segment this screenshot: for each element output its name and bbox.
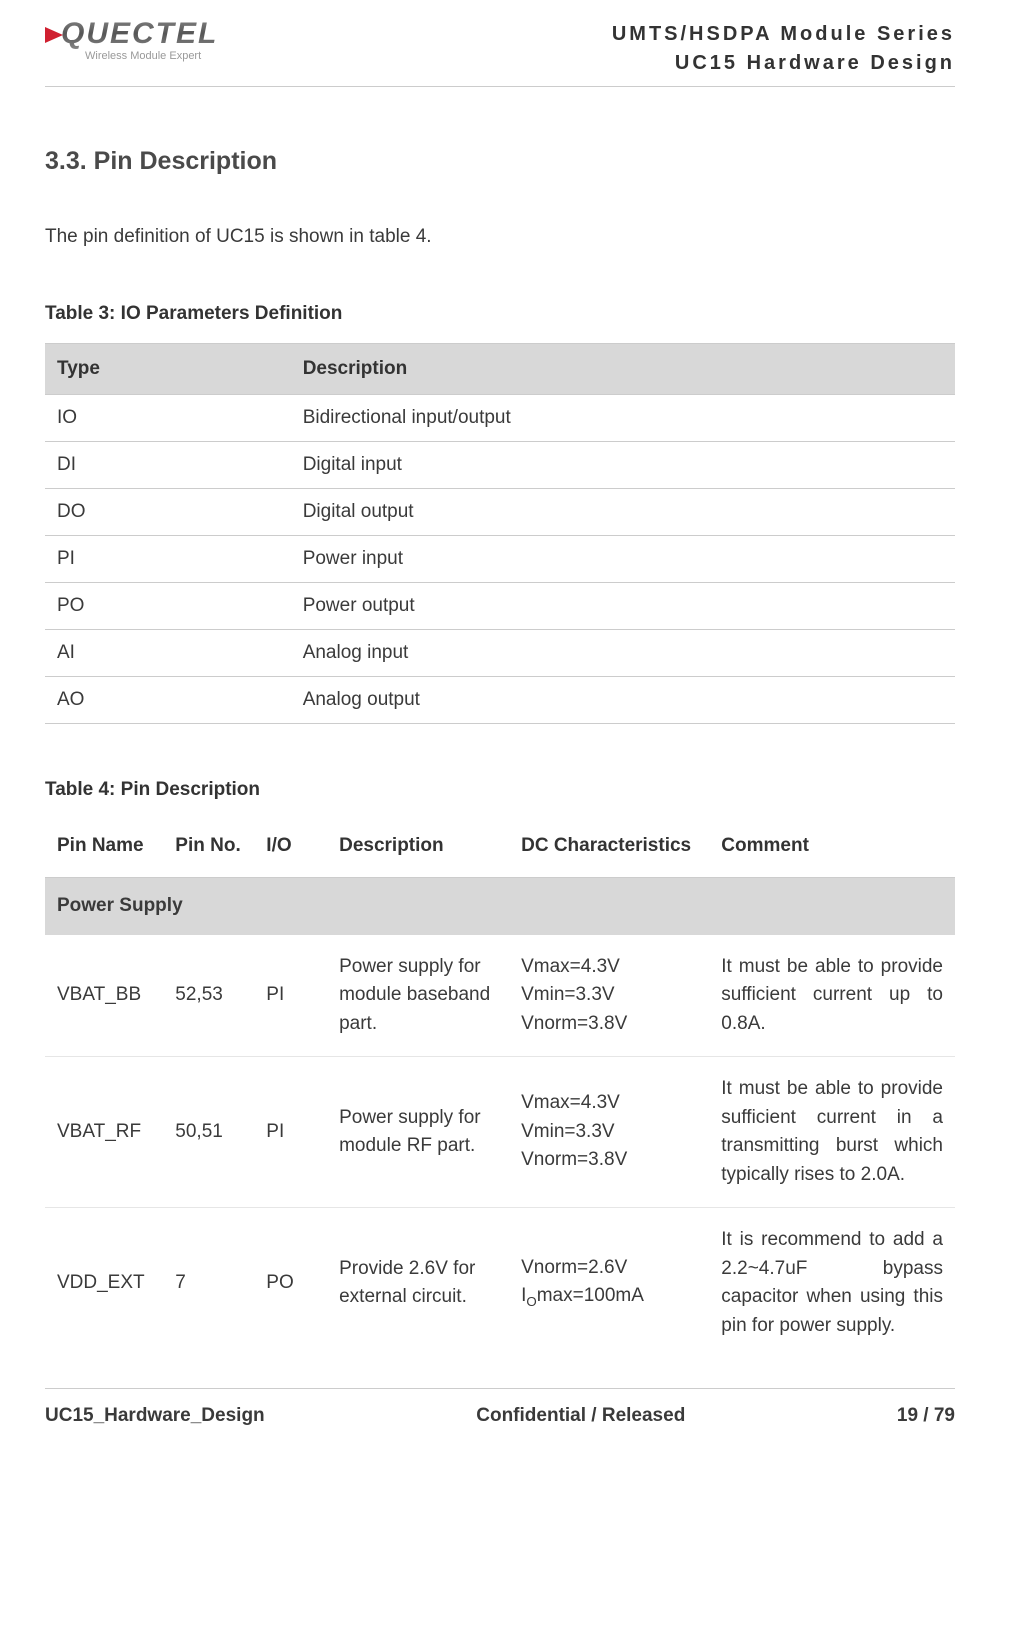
table4-col-pinname: Pin Name xyxy=(45,819,163,878)
section-heading: 3.3. Pin Description xyxy=(45,147,955,176)
table-cell: Digital input xyxy=(291,442,955,489)
table-cell: VBAT_RF xyxy=(45,1057,163,1208)
table-cell: Analog output xyxy=(291,677,955,724)
table-row: DIDigital input xyxy=(45,442,955,489)
table-cell: Power input xyxy=(291,536,955,583)
table-cell: Vmax=4.3VVmin=3.3VVnorm=3.8V xyxy=(509,1057,709,1208)
table-pin-description: Power Supply Pin Name Pin No. I/O Descri… xyxy=(45,819,955,1358)
header-line-2: UC15 Hardware Design xyxy=(612,49,955,78)
page-footer: UC15_Hardware_Design Confidential / Rele… xyxy=(45,1388,955,1427)
page-container: QUECTEL Wireless Module Expert UMTS/HSDP… xyxy=(0,0,1015,1447)
table-row: DODigital output xyxy=(45,489,955,536)
table-cell: IO xyxy=(45,395,291,442)
logo-block: QUECTEL Wireless Module Expert xyxy=(45,20,218,62)
table-cell: It must be able to provide sufficient cu… xyxy=(709,935,955,1057)
table-cell: AI xyxy=(45,630,291,677)
table-cell: Power supply for module baseband part. xyxy=(327,935,509,1057)
table-cell: Analog input xyxy=(291,630,955,677)
table-cell: 7 xyxy=(163,1208,254,1359)
table3-col-description: Description xyxy=(291,344,955,395)
table-cell: PI xyxy=(254,935,327,1057)
table3-caption: Table 3: IO Parameters Definition xyxy=(45,303,955,325)
footer-left: UC15_Hardware_Design xyxy=(45,1405,265,1427)
table-cell: 52,53 xyxy=(163,935,254,1057)
table4-section-row: Power Supply xyxy=(45,878,955,935)
table-cell: VDD_EXT xyxy=(45,1208,163,1359)
table-cell: It is recommend to add a 2.2~4.7uF bypas… xyxy=(709,1208,955,1359)
header-title-block: UMTS/HSDPA Module Series UC15 Hardware D… xyxy=(612,20,955,78)
table3-header-row: Type Description xyxy=(45,344,955,395)
table-io-parameters: Type Description IOBidirectional input/o… xyxy=(45,343,955,724)
table-cell: PI xyxy=(45,536,291,583)
table-row: PIPower input xyxy=(45,536,955,583)
table-cell: AO xyxy=(45,677,291,724)
table-row: VBAT_BB52,53PIPower supply for module ba… xyxy=(45,935,955,1057)
table-cell: VBAT_BB xyxy=(45,935,163,1057)
table4-col-comment: Comment xyxy=(709,819,955,878)
table-cell: DI xyxy=(45,442,291,489)
table4-col-pinno: Pin No. xyxy=(163,819,254,878)
page-header: QUECTEL Wireless Module Expert UMTS/HSDP… xyxy=(45,20,955,87)
table-cell: Power supply for module RF part. xyxy=(327,1057,509,1208)
table-cell: Vmax=4.3VVmin=3.3VVnorm=3.8V xyxy=(509,935,709,1057)
table-row: IOBidirectional input/output xyxy=(45,395,955,442)
table3-col-type: Type xyxy=(45,344,291,395)
footer-mid: Confidential / Released xyxy=(476,1405,685,1427)
table4-col-io: I/O xyxy=(254,819,327,878)
table-row: AOAnalog output xyxy=(45,677,955,724)
table-row: AIAnalog input xyxy=(45,630,955,677)
table-cell: Provide 2.6V for external circuit. xyxy=(327,1208,509,1359)
table4-col-desc: Description xyxy=(327,819,509,878)
table-cell: 50,51 xyxy=(163,1057,254,1208)
table-cell: DO xyxy=(45,489,291,536)
table4-section-label: Power Supply xyxy=(45,878,955,935)
table4-col-dc: DC Characteristics xyxy=(509,819,709,878)
table-cell: PO xyxy=(254,1208,327,1359)
table4-header-row: Pin Name Pin No. I/O Description DC Char… xyxy=(45,819,955,878)
table-row: VDD_EXT7POProvide 2.6V for external circ… xyxy=(45,1208,955,1359)
intro-paragraph: The pin definition of UC15 is shown in t… xyxy=(45,226,955,248)
header-line-1: UMTS/HSDPA Module Series xyxy=(612,20,955,49)
table-row: POPower output xyxy=(45,583,955,630)
table-cell: Bidirectional input/output xyxy=(291,395,955,442)
table4-caption: Table 4: Pin Description xyxy=(45,779,955,801)
logo-wedge-icon xyxy=(45,27,63,43)
table-cell: Power output xyxy=(291,583,955,630)
table-cell: Digital output xyxy=(291,489,955,536)
footer-right: 19 / 79 xyxy=(897,1405,955,1427)
table-row: VBAT_RF50,51PIPower supply for module RF… xyxy=(45,1057,955,1208)
table-cell: Vnorm=2.6VIOmax=100mA xyxy=(509,1208,709,1359)
logo: QUECTEL xyxy=(45,20,218,48)
logo-text: QUECTEL xyxy=(61,17,218,50)
table-cell: It must be able to provide sufficient cu… xyxy=(709,1057,955,1208)
table-cell: PI xyxy=(254,1057,327,1208)
table-cell: PO xyxy=(45,583,291,630)
logo-subtitle: Wireless Module Expert xyxy=(85,50,218,62)
